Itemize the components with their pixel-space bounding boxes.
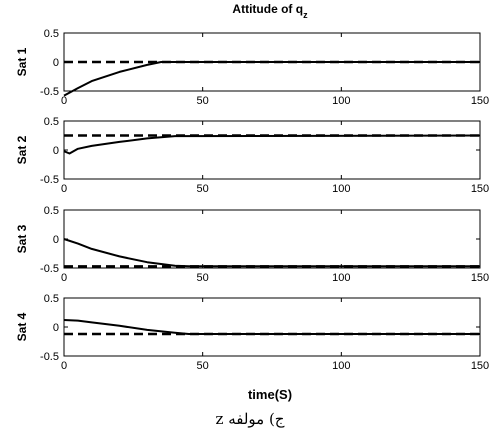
x-axis-label: time(S) <box>248 387 292 402</box>
y-tick-label: 0.5 <box>44 293 59 305</box>
y-tick-label: 0 <box>53 57 59 69</box>
x-tick-label: 50 <box>197 272 209 284</box>
x-tick-label: 100 <box>332 95 350 107</box>
x-tick-label: 0 <box>61 95 67 107</box>
x-tick-label: 50 <box>197 360 209 372</box>
x-tick-label: 0 <box>61 272 67 284</box>
y-axis-label: Sat 4 <box>15 312 29 341</box>
y-axis-label: Sat 1 <box>15 47 29 76</box>
x-tick-label: 0 <box>61 183 67 195</box>
x-tick-label: 100 <box>332 360 350 372</box>
y-tick-label: -0.5 <box>40 86 59 98</box>
y-tick-label: -0.5 <box>40 263 59 275</box>
y-tick-label: 0.5 <box>44 205 59 217</box>
x-tick-label: 150 <box>471 95 489 107</box>
y-tick-label: 0.5 <box>44 116 59 128</box>
y-axis-label: Sat 3 <box>15 224 29 253</box>
y-tick-label: 0 <box>53 234 59 246</box>
x-tick-label: 150 <box>471 183 489 195</box>
axes-frame <box>63 209 481 269</box>
figure-title: Attitude of qz <box>232 2 308 20</box>
x-tick-label: 100 <box>332 183 350 195</box>
response-line <box>63 238 480 268</box>
x-tick-label: 150 <box>471 272 489 284</box>
y-tick-label: 0 <box>53 322 59 334</box>
x-tick-label: 100 <box>332 272 350 284</box>
y-tick-label: 0.5 <box>44 28 59 40</box>
axes-frame <box>63 120 481 180</box>
x-tick-label: 150 <box>471 360 489 372</box>
figure-caption: ج) مولفه z <box>215 410 285 428</box>
y-tick-label: -0.5 <box>40 174 59 186</box>
response-line <box>63 61 480 97</box>
response-line <box>63 134 481 155</box>
y-tick-label: -0.5 <box>40 351 59 363</box>
x-tick-label: 50 <box>197 183 209 195</box>
y-axis-label: Sat 2 <box>15 135 29 164</box>
y-tick-label: 0 <box>53 145 59 157</box>
response-line <box>63 319 480 335</box>
x-tick-label: 50 <box>197 95 209 107</box>
x-tick-label: 0 <box>61 360 67 372</box>
